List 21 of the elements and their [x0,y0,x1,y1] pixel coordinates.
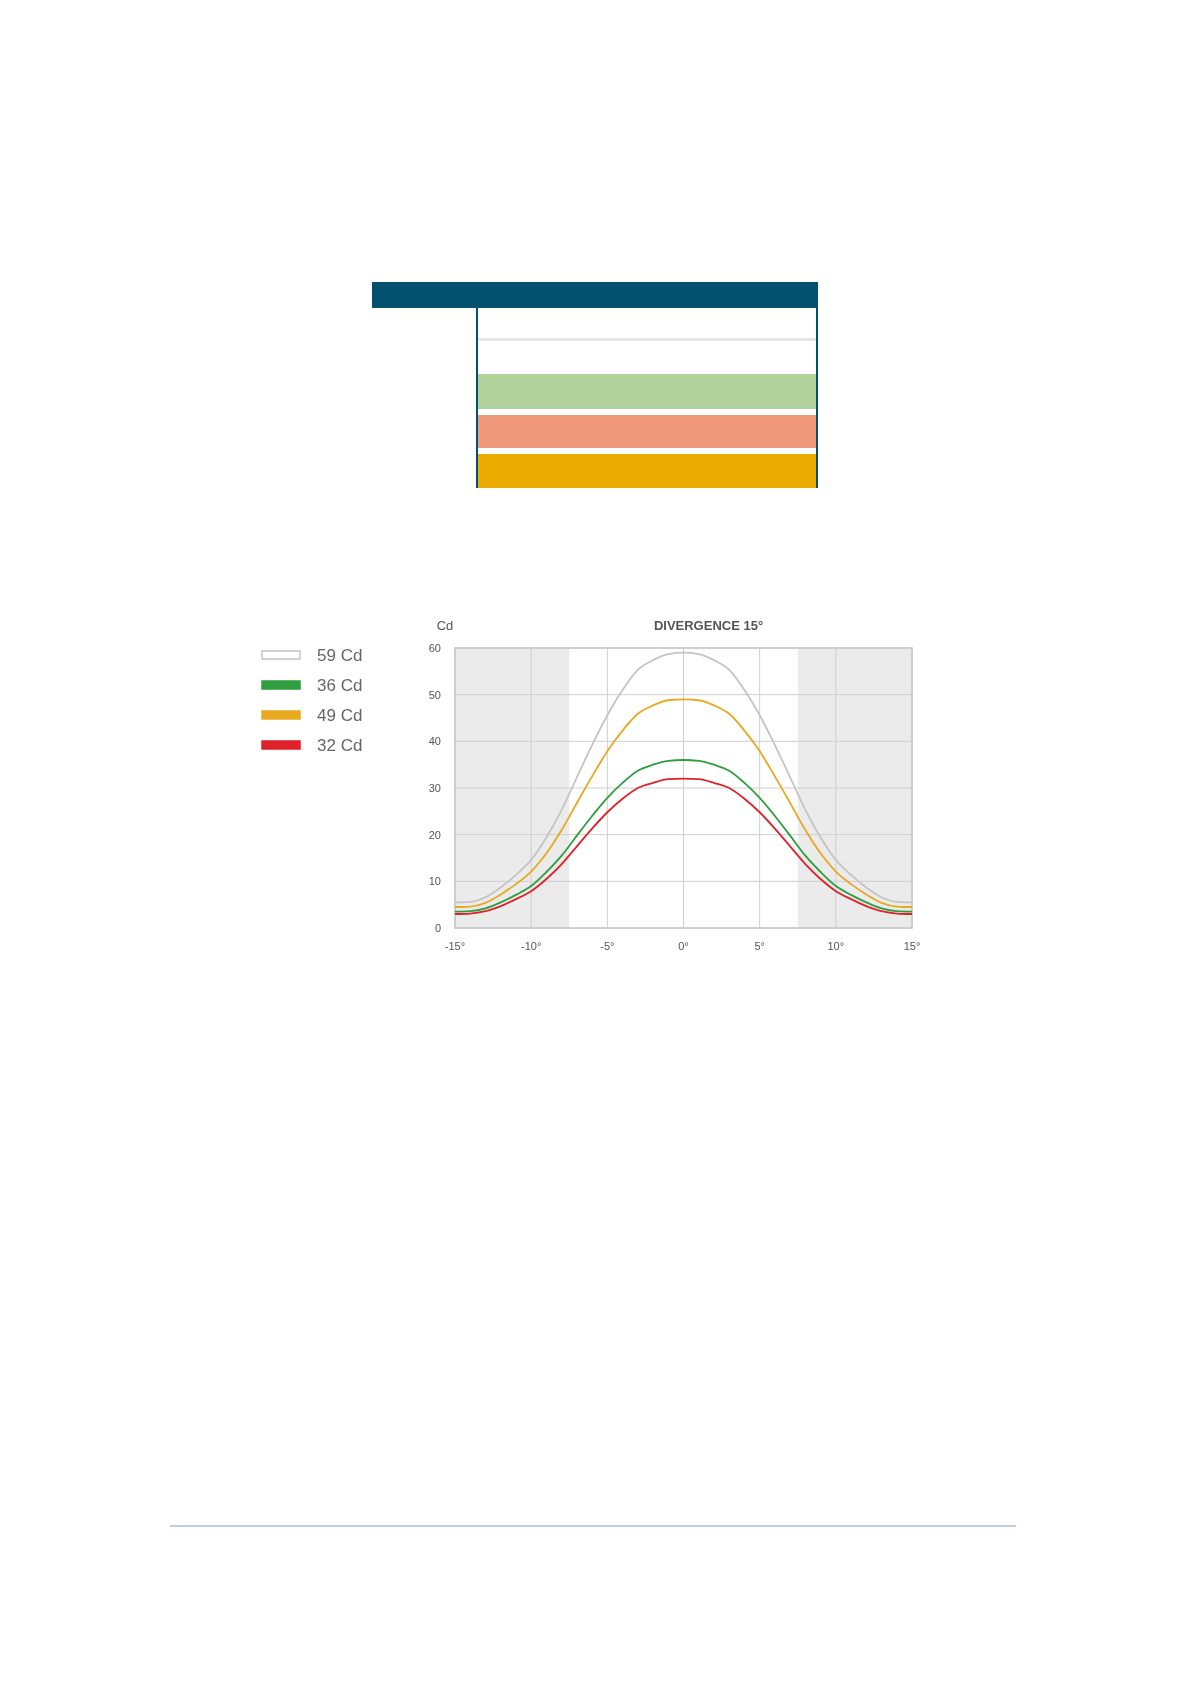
legend-label: 36 Cd [317,676,363,695]
y-tick-label: 60 [428,642,441,654]
x-tick-label: -10° [521,940,542,952]
chart-title: DIVERGENCE 15° [653,618,764,633]
x-tick-label: 5° [754,940,765,952]
legend-label: 59 Cd [317,646,363,665]
y-tick-label: 0 [434,922,441,934]
legend-label: 49 Cd [317,706,363,725]
x-tick-label: 15° [903,940,921,952]
y-tick-label: 30 [428,782,441,794]
x-tick-label: 0° [678,940,689,952]
x-tick-label: -15° [444,940,466,952]
y-tick-label: 40 [428,735,441,748]
y-tick-label: 10 [428,875,441,888]
legend-label: 32 Cd [317,736,363,755]
x-tick-label: 10° [827,940,845,952]
y-tick-label: 50 [428,688,441,701]
line-series [454,698,913,908]
y-tick-label: 20 [428,828,441,841]
x-tick-label: -5° [600,940,615,952]
y-axis-title: Cd [436,618,454,633]
